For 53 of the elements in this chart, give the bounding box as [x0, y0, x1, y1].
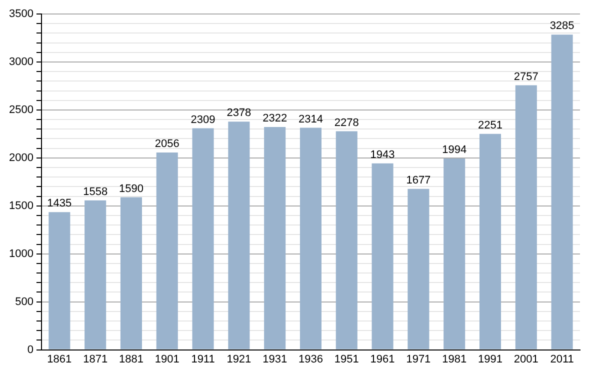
data-label: 2309	[190, 114, 216, 126]
data-label: 3285	[550, 20, 574, 32]
data-label: 1994	[442, 144, 467, 156]
x-tick-label: 1911	[191, 353, 215, 366]
bar	[515, 85, 537, 350]
x-tick-label: 1936	[298, 353, 323, 366]
data-label: 2056	[154, 138, 180, 150]
bar	[264, 127, 286, 350]
data-label: 1435	[47, 198, 72, 210]
y-tick-label: 3500	[8, 8, 34, 20]
data-label: 1558	[83, 186, 108, 198]
x-tick-label: 2001	[514, 353, 538, 366]
bar	[408, 188, 430, 350]
data-label: 1590	[118, 182, 144, 195]
bar	[300, 128, 322, 350]
y-tick-label: 0	[27, 344, 34, 356]
bar	[84, 200, 106, 350]
y-tick-label: 500	[15, 296, 34, 308]
y-tick-label: 3000	[8, 56, 34, 68]
data-label: 2322	[262, 112, 288, 125]
x-tick-label: 1961	[370, 353, 395, 366]
bar	[156, 152, 178, 350]
bar	[479, 134, 502, 350]
bar	[192, 128, 214, 350]
x-tick-label: 1981	[442, 353, 467, 366]
data-label: 2251	[478, 119, 502, 132]
x-tick-label: 1931	[262, 353, 288, 366]
x-tick-label: 1861	[47, 353, 72, 366]
y-tick-label: 1500	[8, 200, 34, 212]
data-label: 2757	[514, 70, 538, 83]
bar	[444, 158, 466, 350]
bar	[48, 212, 70, 350]
bar	[551, 34, 573, 350]
x-tick-label: 1881	[118, 353, 144, 366]
data-label: 1943	[370, 148, 395, 161]
x-tick-label: 1971	[406, 353, 431, 366]
x-tick-label: 1871	[83, 353, 108, 366]
data-label: 2378	[226, 107, 252, 120]
bar	[228, 122, 250, 350]
y-tick-label: 2500	[8, 104, 34, 116]
data-label: 2278	[334, 116, 359, 129]
data-label: 1677	[406, 174, 431, 186]
y-tick-label: 1000	[8, 248, 34, 260]
bar	[372, 163, 394, 350]
x-tick-label: 1991	[478, 353, 502, 366]
data-label: 2314	[298, 113, 323, 126]
bar	[336, 131, 358, 350]
x-tick-label: 2011	[550, 353, 574, 366]
x-tick-label: 1951	[334, 353, 359, 366]
x-tick-label: 1901	[154, 353, 180, 366]
x-tick-label: 1921	[226, 353, 252, 366]
bar	[120, 197, 142, 350]
y-tick-label: 2000	[8, 152, 34, 164]
